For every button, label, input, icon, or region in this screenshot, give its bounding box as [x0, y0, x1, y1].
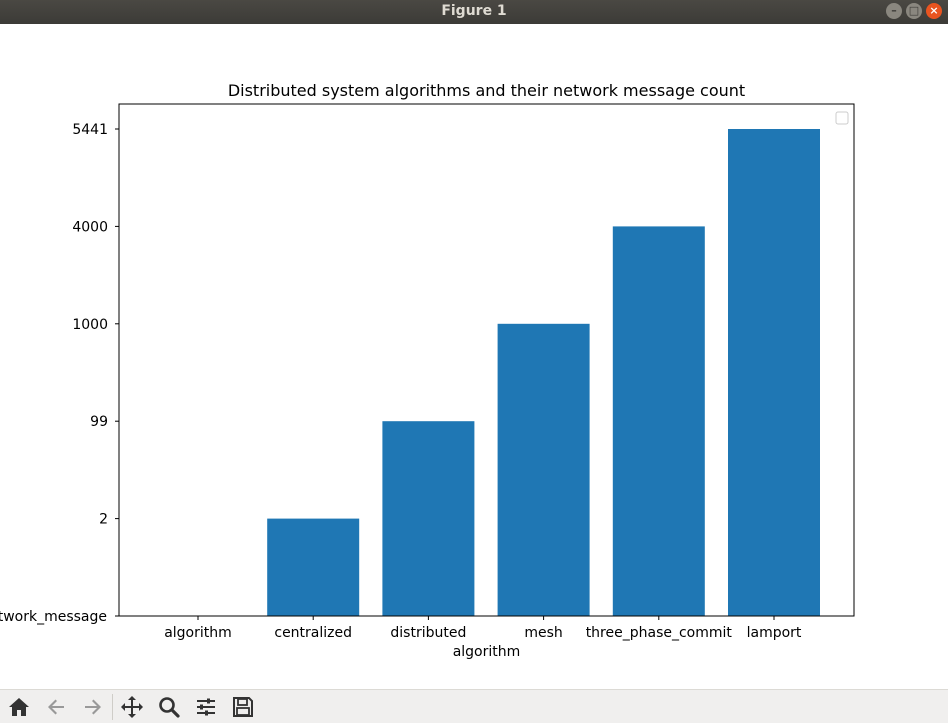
- toolbar-separator: [112, 693, 113, 720]
- chart-title: Distributed system algorithms and their …: [228, 81, 745, 100]
- y-tick-label: 5441: [72, 122, 108, 138]
- bar-three_phase_commit: [612, 226, 705, 616]
- navigation-toolbar: [0, 689, 948, 723]
- bar-centralized: [267, 518, 360, 616]
- minimize-icon[interactable]: –: [886, 3, 902, 19]
- x-tick-label: algorithm: [164, 625, 232, 641]
- x-tick-label: distributed: [390, 625, 466, 641]
- x-tick-label: lamport: [747, 625, 802, 641]
- window-title: Figure 1: [441, 3, 507, 19]
- save-button[interactable]: [228, 692, 258, 722]
- zoom-button[interactable]: [154, 692, 184, 722]
- pan-icon: [121, 695, 143, 718]
- window-titlebar: Figure 1 – □ ×: [0, 0, 948, 24]
- configure-icon: [197, 698, 215, 715]
- x-tick-label: centralized: [274, 625, 352, 641]
- home-button[interactable]: [4, 692, 34, 722]
- bar-distributed: [382, 421, 475, 616]
- pan-button[interactable]: [117, 692, 147, 722]
- y-axis-label: network_message: [0, 609, 107, 625]
- y-tick-label: 4000: [72, 219, 108, 235]
- save-icon: [233, 696, 253, 717]
- y-tick-label: 99: [90, 414, 108, 430]
- x-tick-label: mesh: [524, 625, 562, 641]
- back-button[interactable]: [41, 692, 71, 722]
- x-tick-label: three_phase_commit: [586, 625, 733, 641]
- y-tick-label: 1000: [72, 317, 108, 333]
- legend-box: [835, 111, 849, 125]
- y-tick-label: 2: [99, 512, 108, 528]
- x-axis-label: algorithm: [453, 644, 521, 660]
- axes-frame: [118, 103, 855, 617]
- zoom-icon: [159, 696, 180, 718]
- configure-button[interactable]: [191, 692, 221, 722]
- back-icon: [48, 699, 64, 714]
- close-icon[interactable]: ×: [926, 3, 942, 19]
- window-controls: – □ ×: [886, 3, 942, 19]
- maximize-icon[interactable]: □: [906, 3, 922, 19]
- bar-mesh: [497, 323, 590, 616]
- bar-lamport: [728, 129, 820, 616]
- forward-icon: [85, 699, 101, 714]
- forward-button[interactable]: [78, 692, 108, 722]
- figure-canvas: algorithm centralized distributed mesh three…: [0, 24, 948, 689]
- bar-chart: algorithm centralized distributed mesh three…: [0, 81, 855, 660]
- home-icon: [9, 697, 29, 716]
